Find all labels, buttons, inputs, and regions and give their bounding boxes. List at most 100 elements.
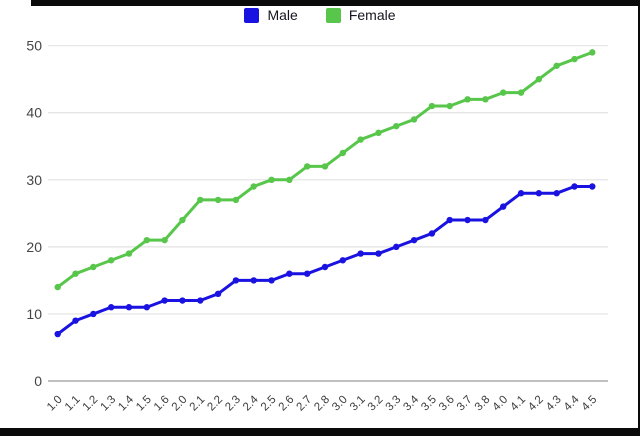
legend: Male Female xyxy=(0,8,640,23)
x-tick-label-3.6: 3.6 xyxy=(437,394,457,414)
male-point-2.3 xyxy=(232,277,240,284)
x-tick-label-1.5: 1.5 xyxy=(134,394,154,414)
female-point-4.2 xyxy=(535,76,543,83)
male-point-4.3 xyxy=(553,190,560,197)
y-tick-label-40: 40 xyxy=(26,105,42,121)
x-tick-label-2.4: 2.4 xyxy=(241,393,261,413)
x-tick-label-3.4: 3.4 xyxy=(401,393,421,413)
x-tick-label-4.1: 4.1 xyxy=(508,394,528,414)
female-point-3.5 xyxy=(428,102,436,110)
x-tick-label-2.3: 2.3 xyxy=(223,394,243,414)
x-tick-label-3.1: 3.1 xyxy=(348,394,368,414)
legend-item-male[interactable]: Male xyxy=(244,7,298,23)
female-point-3.1 xyxy=(357,136,364,143)
female-point-2.1 xyxy=(197,196,204,204)
male-point-1.6 xyxy=(161,297,168,304)
female-point-4.3 xyxy=(553,62,560,69)
female-point-4.4 xyxy=(571,55,578,63)
male-point-2.1 xyxy=(197,297,204,304)
male-point-2.0 xyxy=(179,297,186,304)
x-tick-label-3.7: 3.7 xyxy=(455,394,475,414)
male-point-4.5 xyxy=(589,183,596,190)
male-point-4.4 xyxy=(571,183,578,190)
y-tick-label-30: 30 xyxy=(26,172,42,188)
window-border-bottom xyxy=(0,428,640,436)
male-point-1.2 xyxy=(90,310,97,318)
female-point-2.7 xyxy=(303,163,311,170)
x-tick-label-1.2: 1.2 xyxy=(81,394,101,414)
y-tick-label-10: 10 xyxy=(26,306,42,322)
legend-label-male: Male xyxy=(267,7,298,23)
female-point-3.6 xyxy=(446,102,453,110)
y-tick-label-20: 20 xyxy=(26,239,42,255)
female-point-2.5 xyxy=(268,176,275,184)
x-tick-label-4.4: 4.4 xyxy=(562,393,582,413)
male-point-3.8 xyxy=(482,216,489,224)
male-point-1.3 xyxy=(107,304,115,311)
y-tick-label-50: 50 xyxy=(26,38,42,54)
male-point-3.2 xyxy=(375,250,382,257)
male-point-2.8 xyxy=(321,263,329,271)
female-point-2.3 xyxy=(232,196,240,204)
male-point-1.0 xyxy=(54,330,61,338)
female-point-3.8 xyxy=(482,96,489,103)
x-tick-label-2.5: 2.5 xyxy=(259,394,279,414)
male-point-3.4 xyxy=(410,236,418,244)
x-tick-label-2.7: 2.7 xyxy=(295,394,315,414)
male-point-2.5 xyxy=(268,277,275,284)
male-point-4.2 xyxy=(535,190,543,197)
legend-item-female[interactable]: Female xyxy=(325,7,396,23)
x-tick-label-3.8: 3.8 xyxy=(473,394,493,414)
x-tick-label-2.0: 2.0 xyxy=(170,394,190,414)
male-point-3.5 xyxy=(428,230,436,237)
female-point-1.2 xyxy=(90,263,97,271)
x-tick-label-3.0: 3.0 xyxy=(330,394,350,414)
legend-swatch-female xyxy=(325,8,341,23)
x-tick-label-3.5: 3.5 xyxy=(419,394,439,414)
male-point-3.3 xyxy=(393,243,400,251)
y-tick-label-0: 0 xyxy=(34,373,42,389)
male-point-2.7 xyxy=(303,270,311,277)
female-point-1.6 xyxy=(161,236,168,244)
x-tick-label-1.1: 1.1 xyxy=(63,394,83,414)
x-tick-label-4.2: 4.2 xyxy=(526,394,546,414)
x-tick-label-1.6: 1.6 xyxy=(152,394,172,414)
x-tick-label-3.2: 3.2 xyxy=(366,394,386,414)
x-tick-label-2.2: 2.2 xyxy=(205,394,225,414)
male-point-1.1 xyxy=(72,317,79,324)
male-point-3.7 xyxy=(464,216,471,224)
male-point-4.1 xyxy=(517,190,525,197)
female-point-2.2 xyxy=(214,196,222,204)
female-point-3.2 xyxy=(375,129,382,137)
female-point-4.5 xyxy=(589,49,596,56)
female-point-3.0 xyxy=(339,149,347,157)
x-tick-label-1.4: 1.4 xyxy=(116,393,136,413)
male-point-1.4 xyxy=(125,304,133,311)
legend-label-female: Female xyxy=(348,7,396,23)
male-point-3.0 xyxy=(339,257,347,264)
female-point-3.4 xyxy=(410,116,418,123)
female-point-1.4 xyxy=(125,250,133,257)
male-line xyxy=(56,185,594,336)
male-point-2.4 xyxy=(250,277,257,284)
female-point-3.3 xyxy=(393,122,400,130)
female-point-1.1 xyxy=(72,270,79,277)
female-point-4.1 xyxy=(517,89,525,96)
window-border-right xyxy=(638,0,640,436)
female-point-2.6 xyxy=(286,176,293,184)
x-tick-label-3.3: 3.3 xyxy=(384,394,404,414)
female-point-1.3 xyxy=(107,257,115,264)
x-tick-label-4.3: 4.3 xyxy=(544,394,564,414)
male-point-2.6 xyxy=(286,270,293,277)
x-tick-label-2.8: 2.8 xyxy=(312,394,332,414)
x-tick-label-4.0: 4.0 xyxy=(491,394,511,414)
x-tick-label-2.6: 2.6 xyxy=(277,394,297,414)
female-point-2.4 xyxy=(250,183,257,190)
x-tick-label-2.1: 2.1 xyxy=(188,394,208,414)
female-point-2.0 xyxy=(179,216,186,224)
male-point-4.0 xyxy=(500,203,507,210)
female-point-2.8 xyxy=(321,163,329,170)
x-tick-label-1.0: 1.0 xyxy=(45,394,65,414)
